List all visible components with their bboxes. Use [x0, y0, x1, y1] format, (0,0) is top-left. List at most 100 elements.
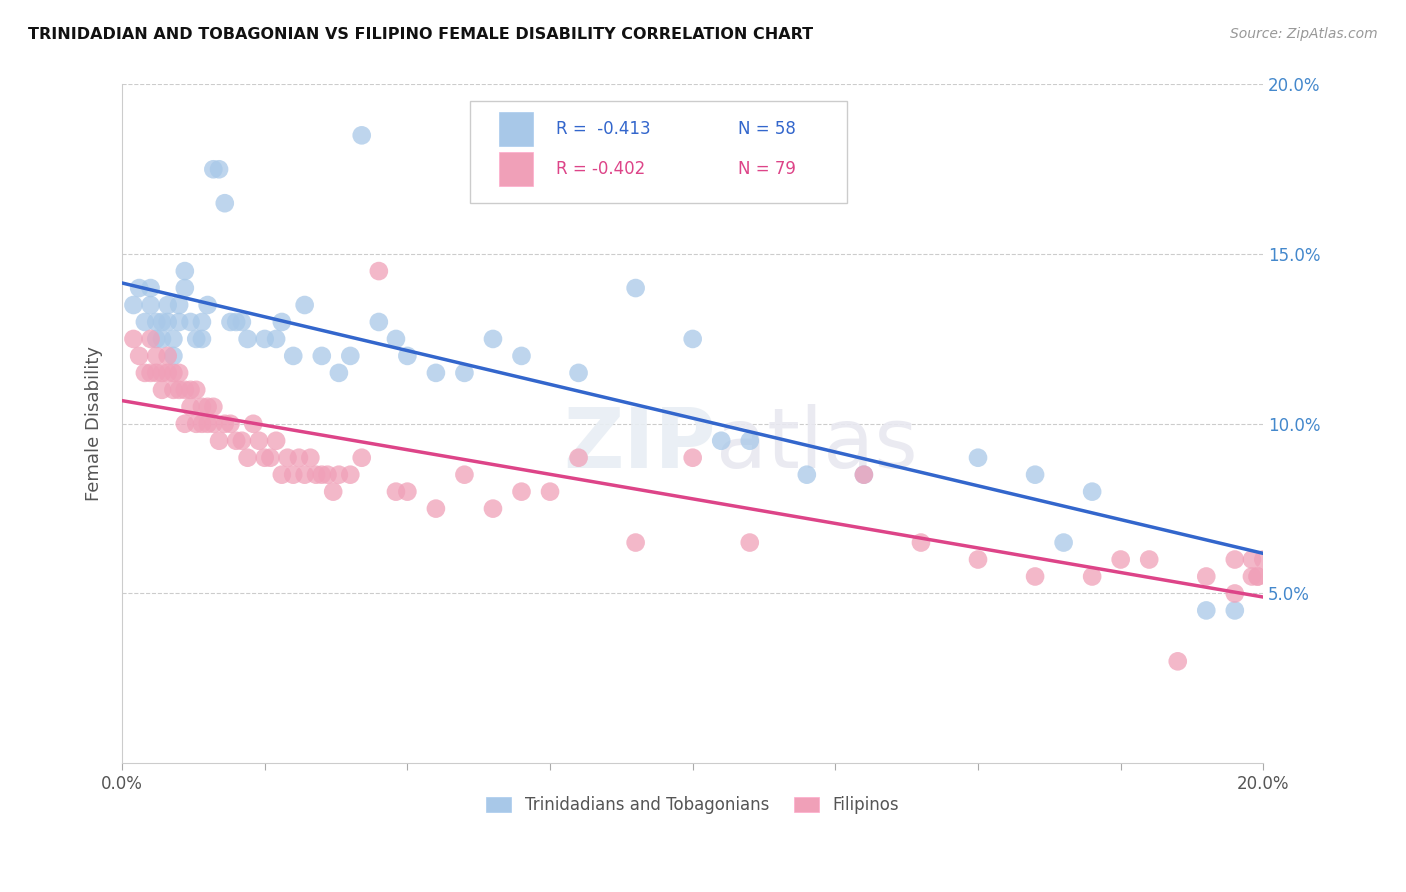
- Point: [162, 349, 184, 363]
- Point: [197, 298, 219, 312]
- Point: [186, 383, 208, 397]
- Point: [122, 298, 145, 312]
- Point: [145, 332, 167, 346]
- Point: [173, 281, 195, 295]
- Point: [197, 400, 219, 414]
- Point: [1109, 552, 1132, 566]
- Point: [453, 366, 475, 380]
- Point: [191, 400, 214, 414]
- Point: [738, 434, 761, 448]
- Point: [122, 332, 145, 346]
- Point: [150, 366, 173, 380]
- Point: [967, 552, 990, 566]
- Point: [328, 467, 350, 482]
- Point: [167, 298, 190, 312]
- Point: [225, 434, 247, 448]
- Point: [1195, 569, 1218, 583]
- Point: [283, 349, 305, 363]
- Point: [316, 467, 339, 482]
- Point: [156, 298, 179, 312]
- Point: [242, 417, 264, 431]
- Point: [202, 417, 225, 431]
- Point: [396, 349, 419, 363]
- Point: [156, 349, 179, 363]
- Point: [247, 434, 270, 448]
- Point: [139, 366, 162, 380]
- Point: [567, 366, 589, 380]
- Point: [173, 383, 195, 397]
- Point: [624, 281, 647, 295]
- Point: [322, 484, 344, 499]
- Point: [150, 332, 173, 346]
- Text: N = 79: N = 79: [738, 161, 796, 178]
- Point: [219, 315, 242, 329]
- Text: TRINIDADIAN AND TOBAGONIAN VS FILIPINO FEMALE DISABILITY CORRELATION CHART: TRINIDADIAN AND TOBAGONIAN VS FILIPINO F…: [28, 27, 813, 42]
- Point: [852, 467, 875, 482]
- Point: [796, 467, 818, 482]
- Point: [328, 366, 350, 380]
- Point: [150, 315, 173, 329]
- Point: [231, 315, 253, 329]
- Point: [236, 332, 259, 346]
- Point: [202, 162, 225, 177]
- Point: [1223, 586, 1246, 600]
- Point: [139, 281, 162, 295]
- FancyBboxPatch shape: [499, 153, 533, 186]
- Point: [150, 383, 173, 397]
- Point: [305, 467, 328, 482]
- Point: [283, 467, 305, 482]
- Point: [180, 315, 202, 329]
- Point: [162, 366, 184, 380]
- Point: [1253, 552, 1275, 566]
- Point: [167, 315, 190, 329]
- Point: [1052, 535, 1074, 549]
- Point: [134, 366, 156, 380]
- Point: [270, 467, 292, 482]
- Point: [350, 128, 373, 143]
- Point: [482, 501, 505, 516]
- Point: [139, 332, 162, 346]
- Point: [710, 434, 733, 448]
- Point: [264, 332, 287, 346]
- Point: [682, 332, 704, 346]
- Text: ZIP: ZIP: [562, 404, 716, 484]
- Point: [350, 450, 373, 465]
- Point: [208, 434, 231, 448]
- Point: [1024, 569, 1046, 583]
- Point: [624, 535, 647, 549]
- Point: [197, 417, 219, 431]
- Point: [1024, 467, 1046, 482]
- Point: [191, 332, 214, 346]
- Point: [156, 315, 179, 329]
- Point: [738, 535, 761, 549]
- Point: [186, 332, 208, 346]
- Point: [253, 450, 276, 465]
- Point: [128, 349, 150, 363]
- Point: [145, 349, 167, 363]
- Point: [128, 281, 150, 295]
- Point: [208, 162, 231, 177]
- Point: [1081, 569, 1104, 583]
- Point: [173, 417, 195, 431]
- Point: [1246, 569, 1268, 583]
- Point: [270, 315, 292, 329]
- Point: [202, 400, 225, 414]
- Point: [162, 332, 184, 346]
- Point: [510, 484, 533, 499]
- Point: [1240, 569, 1263, 583]
- Point: [156, 366, 179, 380]
- Point: [134, 315, 156, 329]
- Point: [482, 332, 505, 346]
- Point: [145, 366, 167, 380]
- Point: [253, 332, 276, 346]
- Point: [510, 349, 533, 363]
- Point: [288, 450, 311, 465]
- Point: [1246, 569, 1268, 583]
- Point: [852, 467, 875, 482]
- Point: [277, 450, 299, 465]
- Point: [180, 400, 202, 414]
- Point: [1137, 552, 1160, 566]
- Text: atlas: atlas: [716, 404, 917, 484]
- Legend: Trinidadians and Tobagonians, Filipinos: Trinidadians and Tobagonians, Filipinos: [478, 788, 907, 822]
- FancyBboxPatch shape: [470, 102, 846, 203]
